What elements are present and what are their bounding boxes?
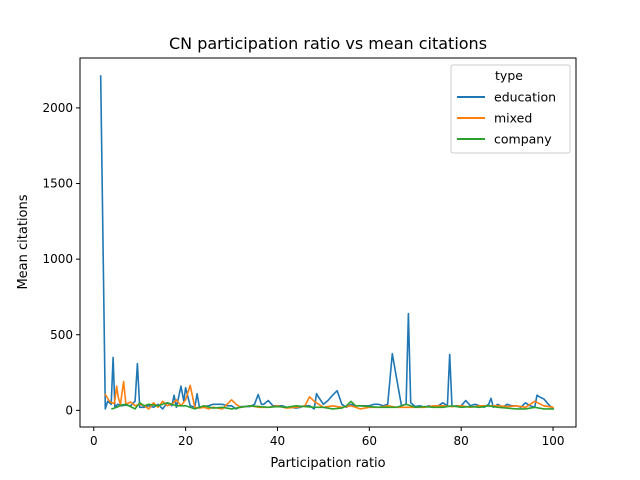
- legend-label-mixed: mixed: [494, 111, 532, 126]
- x-tick-label: 100: [542, 434, 565, 448]
- series-line-company: [111, 400, 554, 410]
- x-tick-label: 40: [270, 434, 285, 448]
- y-axis: 0 500 1000 1500 2000: [42, 101, 80, 417]
- y-axis-label: Mean citations: [16, 194, 31, 289]
- legend-title: type: [495, 68, 523, 83]
- legend-entries: education mixed company: [457, 90, 556, 147]
- x-tick-label: 20: [178, 434, 193, 448]
- x-tick-label: 80: [454, 434, 469, 448]
- x-axis-label: Participation ratio: [270, 456, 385, 471]
- legend: type education mixed company: [450, 64, 571, 154]
- y-tick-label: 2000: [42, 101, 73, 115]
- y-tick-label: 500: [50, 328, 73, 342]
- x-axis: 0 20 40 60 80 100: [90, 427, 565, 448]
- chart-title: CN participation ratio vs mean citations: [169, 34, 487, 53]
- legend-label-education: education: [494, 90, 556, 105]
- x-tick-label: 60: [362, 434, 377, 448]
- plot-frame: [79, 57, 577, 428]
- series-layer: [99, 75, 555, 411]
- legend-label-company: company: [494, 132, 552, 147]
- y-tick-label: 1500: [42, 177, 73, 191]
- y-tick-label: 0: [65, 403, 73, 417]
- legend-box: [450, 64, 571, 154]
- x-tick-label: 0: [90, 434, 98, 448]
- y-tick-label: 1000: [42, 252, 73, 266]
